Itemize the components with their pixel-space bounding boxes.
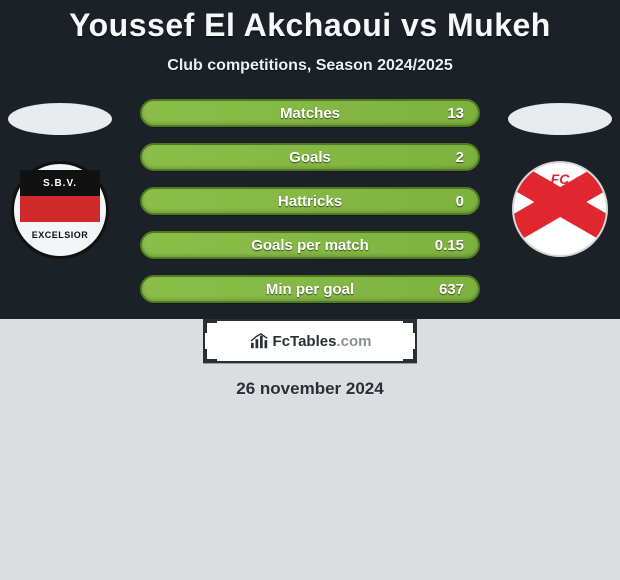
content-area: S.B.V. EXCELSIOR FC Matches 13 Goals 2 (0, 99, 620, 399)
stat-value-right: 13 (447, 105, 464, 122)
stat-value-right: 2 (456, 149, 464, 166)
infographic-date: 26 november 2024 (0, 379, 620, 399)
attribution-corner (203, 319, 217, 333)
stat-label: Min per goal (266, 281, 354, 298)
badge-left-stripe (20, 196, 100, 222)
club-badge-right: FC (512, 161, 608, 257)
stat-value-right: 0.15 (435, 237, 464, 254)
player-right-slot: FC (500, 99, 620, 257)
comparison-infographic: Youssef El Akchaoui vs Mukeh Club compet… (0, 0, 620, 580)
stat-label: Goals (289, 149, 331, 166)
attribution-suffix: .com (336, 333, 371, 350)
player-left-silhouette (8, 103, 112, 135)
attribution-logo: FcTables.com (249, 332, 372, 350)
attribution-brand: FcTables (273, 333, 337, 350)
page-subtitle: Club competitions, Season 2024/2025 (0, 57, 620, 75)
attribution-box: FcTables.com (203, 319, 417, 363)
stat-label: Matches (280, 105, 340, 122)
badge-left-text-bottom: EXCELSIOR (14, 230, 106, 240)
stat-row: Min per goal 637 (140, 275, 480, 303)
stat-value-right: 637 (439, 281, 464, 298)
bar-chart-icon (249, 332, 271, 350)
stat-row: Goals 2 (140, 143, 480, 171)
page-title: Youssef El Akchaoui vs Mukeh (0, 0, 620, 43)
club-badge-left: S.B.V. EXCELSIOR (11, 161, 109, 259)
player-left-slot: S.B.V. EXCELSIOR (0, 99, 120, 259)
attribution-corner (403, 349, 417, 363)
attribution-text: FcTables.com (273, 333, 372, 350)
badge-left-text-top: S.B.V. (14, 178, 106, 189)
badge-right-text: FC (514, 171, 606, 187)
stat-row: Hattricks 0 (140, 187, 480, 215)
stat-value-right: 0 (456, 193, 464, 210)
stat-row: Matches 13 (140, 99, 480, 127)
stat-bars: Matches 13 Goals 2 Hattricks 0 Goals per… (140, 99, 480, 303)
stat-row: Goals per match 0.15 (140, 231, 480, 259)
stat-label: Hattricks (278, 193, 342, 210)
attribution-corner (403, 319, 417, 333)
attribution-corner (203, 349, 217, 363)
player-right-silhouette (508, 103, 612, 135)
stat-label: Goals per match (251, 237, 369, 254)
